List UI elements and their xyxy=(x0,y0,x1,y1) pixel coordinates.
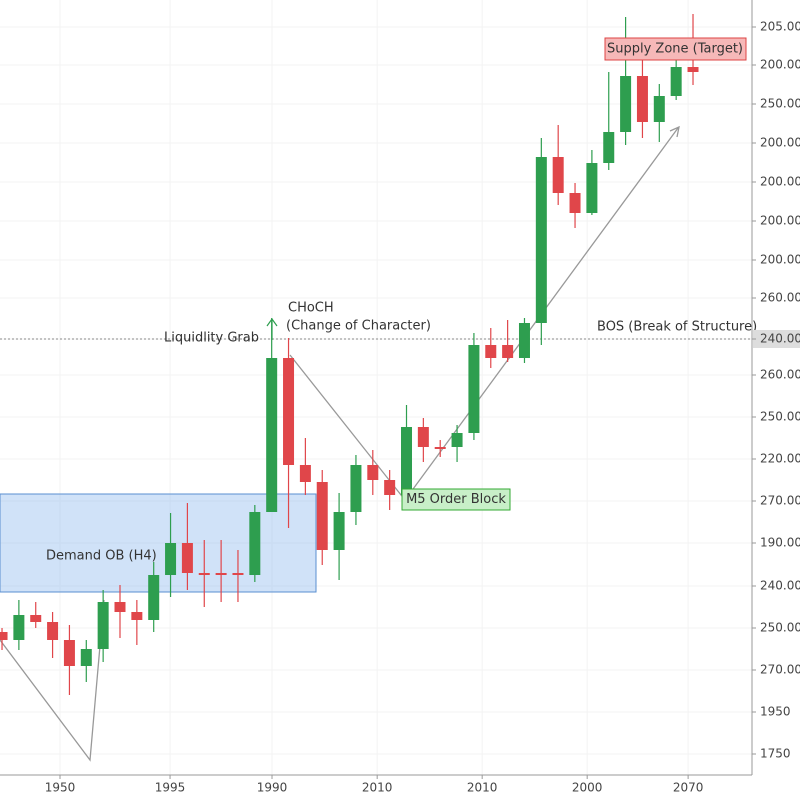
candle-body xyxy=(198,573,210,575)
order-block-label: M5 Order Block xyxy=(406,492,506,507)
choch-label: CHoCH xyxy=(288,301,334,316)
candle-body xyxy=(249,512,261,575)
demand-label: Demand OB (H4) xyxy=(46,549,157,564)
candle-body xyxy=(569,193,581,213)
candle-body xyxy=(653,96,665,122)
candle-body xyxy=(535,157,547,323)
arrow-head xyxy=(669,125,680,138)
candle-body xyxy=(384,480,396,495)
y-tick-label: 250.00 xyxy=(760,621,800,635)
order-block-box xyxy=(401,488,511,511)
candle-body xyxy=(367,465,379,480)
candle-body xyxy=(401,427,413,495)
x-tick-label: 1950 xyxy=(45,781,76,795)
candle-body xyxy=(30,615,42,622)
candle-body xyxy=(266,358,278,512)
candle-body xyxy=(518,323,530,358)
path-line xyxy=(0,599,105,762)
y-tick-label: 1950 xyxy=(760,705,791,719)
candle-body xyxy=(350,465,362,512)
y-tick-label: 260.00 xyxy=(760,291,800,305)
candle-body xyxy=(283,358,295,465)
candle-body xyxy=(502,345,514,358)
candle-body xyxy=(97,602,109,649)
candle-body xyxy=(63,640,75,666)
y-tick-label: 240.00 xyxy=(760,332,800,346)
candle-body xyxy=(670,67,682,96)
candle-body xyxy=(636,76,648,122)
y-tick-label: 240.00 xyxy=(760,579,800,593)
x-tick-label: 1990 xyxy=(257,781,288,795)
path-line xyxy=(289,354,406,501)
supply-zone-box xyxy=(604,37,747,61)
x-tick-label: 2010 xyxy=(362,781,393,795)
candle-body xyxy=(148,575,160,620)
y-tick-label: 200.00 xyxy=(760,58,800,72)
candle-body xyxy=(114,602,126,612)
candle-body xyxy=(181,543,193,573)
candle-body xyxy=(485,345,497,358)
candle-body xyxy=(13,615,25,640)
candle-body xyxy=(586,163,598,213)
supply-zone-label: Supply Zone (Target) xyxy=(607,42,743,57)
y-tick-label: 250.00 xyxy=(760,97,800,111)
candle-body xyxy=(451,433,463,447)
y-tick-label: 205.00 xyxy=(760,20,800,34)
y-tick-label: 250.00 xyxy=(760,410,800,424)
y-tick-label: 270.00 xyxy=(760,663,800,677)
liquidity-label: Liquidlity Grab xyxy=(164,331,259,346)
candle-body xyxy=(417,427,429,447)
y-tick-label: 190.00 xyxy=(760,536,800,550)
y-tick-label: 200.00 xyxy=(760,136,800,150)
axes: 1750 1950 270.00 250.00 240.00 190.00 270.00 22… xyxy=(45,20,800,795)
choch-detail: (Change of Character) xyxy=(286,319,431,334)
y-tick-label: 270.00 xyxy=(760,494,800,508)
y-tick-label: 220.00 xyxy=(760,452,800,466)
y-tick-label: 200.00 xyxy=(760,253,800,267)
candle-body xyxy=(687,67,699,72)
candle-body xyxy=(299,465,311,482)
candle-body xyxy=(232,573,244,575)
candle-body xyxy=(131,612,143,620)
grid xyxy=(0,0,752,775)
candle-body xyxy=(434,447,446,449)
y-tick-label: 260.00 xyxy=(760,368,800,382)
y-tick-label: 200.00 xyxy=(760,214,800,228)
candle-body xyxy=(165,543,177,575)
y-tick-label: 200.00 xyxy=(760,175,800,189)
x-tick-label: 2000 xyxy=(572,781,603,795)
candle-body xyxy=(80,649,92,666)
level-tag xyxy=(753,330,800,348)
candle-body xyxy=(333,512,345,550)
x-tick-label: 2070 xyxy=(673,781,704,795)
bos-label: BOS (Break of Structure) xyxy=(597,320,757,335)
x-tick-label: 2010 xyxy=(467,781,498,795)
candle-body xyxy=(552,157,564,193)
x-tick-label: 1995 xyxy=(155,781,186,795)
candle-body xyxy=(468,345,480,433)
candle-body xyxy=(316,482,328,550)
candle-body xyxy=(0,632,8,640)
candle-body xyxy=(620,76,632,132)
y-tick-label: 1750 xyxy=(760,747,791,761)
candle-body xyxy=(215,573,227,575)
candles xyxy=(0,14,699,695)
candle-body xyxy=(603,132,615,163)
candle-body xyxy=(47,622,59,640)
